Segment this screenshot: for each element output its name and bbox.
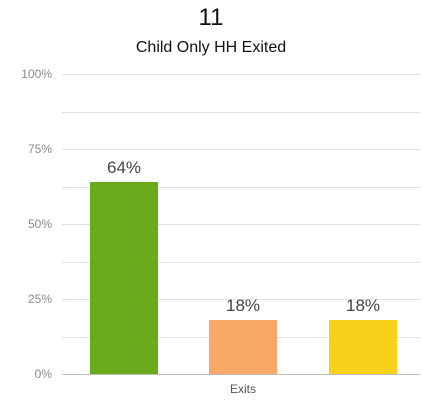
y-tick-label: 75% [28,142,52,156]
data-label: 18% [346,296,380,315]
chart-title: Child Only HH Exited [135,39,287,56]
y-tick-label: 50% [28,217,52,231]
data-label: 18% [226,296,260,315]
bar [329,320,397,374]
data-label: 64% [107,158,141,177]
bar [209,320,277,374]
bar [90,182,158,374]
y-tick-label: 0% [35,367,53,381]
y-tick-label: 100% [21,67,52,81]
x-category-label: Exits [230,382,256,396]
y-tick-label: 25% [28,292,52,306]
chart-count: 11 [198,4,224,31]
